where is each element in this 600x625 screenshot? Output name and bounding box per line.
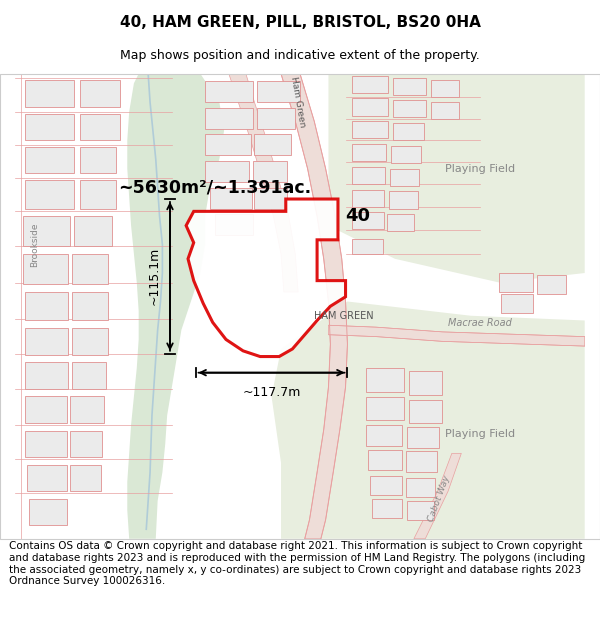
Bar [367,398,404,420]
Polygon shape [328,74,584,282]
Polygon shape [186,199,346,356]
Bar [25,328,68,354]
Text: 40, HAM GREEN, PILL, BRISTOL, BS20 0HA: 40, HAM GREEN, PILL, BRISTOL, BS20 0HA [119,14,481,29]
Bar [72,254,109,284]
Bar [25,81,74,107]
Text: HAM GREEN: HAM GREEN [314,311,374,321]
Bar [407,427,439,448]
Bar [23,254,68,284]
Polygon shape [328,325,584,346]
Bar [501,294,533,313]
Bar [352,144,386,161]
Bar [388,214,414,231]
Bar [390,169,419,186]
Bar [29,499,67,526]
Bar [25,180,74,209]
Bar [393,101,426,118]
Bar [25,147,74,173]
Bar [215,214,253,235]
Bar [393,123,424,140]
Bar [352,98,388,116]
Bar [80,114,119,140]
Bar [72,328,109,354]
Bar [352,239,383,254]
Bar [352,213,383,229]
Bar [406,451,437,472]
Bar [431,81,460,98]
Bar [70,396,104,423]
Bar [70,465,101,491]
Bar [367,368,404,392]
Bar [26,465,67,491]
Polygon shape [281,74,347,539]
Text: Map shows position and indicative extent of the property.: Map shows position and indicative extent… [120,49,480,62]
Bar [393,78,426,94]
Polygon shape [414,453,461,539]
Text: ~117.7m: ~117.7m [242,386,301,399]
Text: ~115.1m: ~115.1m [148,248,161,306]
Bar [537,275,566,294]
Text: Ham Green: Ham Green [289,76,307,128]
Bar [25,292,68,321]
Bar [257,81,300,102]
Bar [352,167,385,184]
Bar [25,431,67,457]
Text: Playing Field: Playing Field [445,164,515,174]
Polygon shape [229,74,298,292]
Bar [352,76,388,92]
Polygon shape [272,301,584,539]
Bar [80,81,119,107]
Bar [391,146,421,163]
Bar [372,499,403,518]
Bar [253,161,287,182]
Bar [367,425,403,446]
Bar [205,161,249,182]
Bar [370,476,403,495]
Bar [389,191,418,209]
Bar [254,134,290,156]
Bar [257,108,295,129]
Bar [205,134,251,156]
Text: ~5630m²/~1.391ac.: ~5630m²/~1.391ac. [118,179,311,197]
Bar [25,362,68,389]
Bar [205,108,253,129]
Bar [72,292,109,321]
Text: 40: 40 [346,207,371,225]
Text: Cabot Way: Cabot Way [427,474,452,523]
Text: Contains OS data © Crown copyright and database right 2021. This information is : Contains OS data © Crown copyright and d… [9,541,585,586]
Bar [352,121,388,138]
Bar [409,400,442,423]
Bar [368,449,403,471]
Bar [23,216,70,246]
Polygon shape [127,74,224,539]
Bar [70,431,101,457]
Bar [254,188,287,209]
Bar [431,102,460,119]
Bar [499,273,533,292]
Bar [352,189,385,207]
Bar [407,501,434,520]
Bar [409,371,442,394]
Bar [205,81,253,102]
Text: Brookside: Brookside [30,222,39,267]
Bar [80,180,116,209]
Bar [210,188,251,209]
Bar [74,216,112,246]
Text: Macrae Road: Macrae Road [448,318,512,328]
Bar [25,114,74,140]
Bar [406,478,435,497]
Bar [25,396,67,423]
Text: Playing Field: Playing Field [445,429,515,439]
Bar [80,147,116,173]
Bar [72,362,106,389]
